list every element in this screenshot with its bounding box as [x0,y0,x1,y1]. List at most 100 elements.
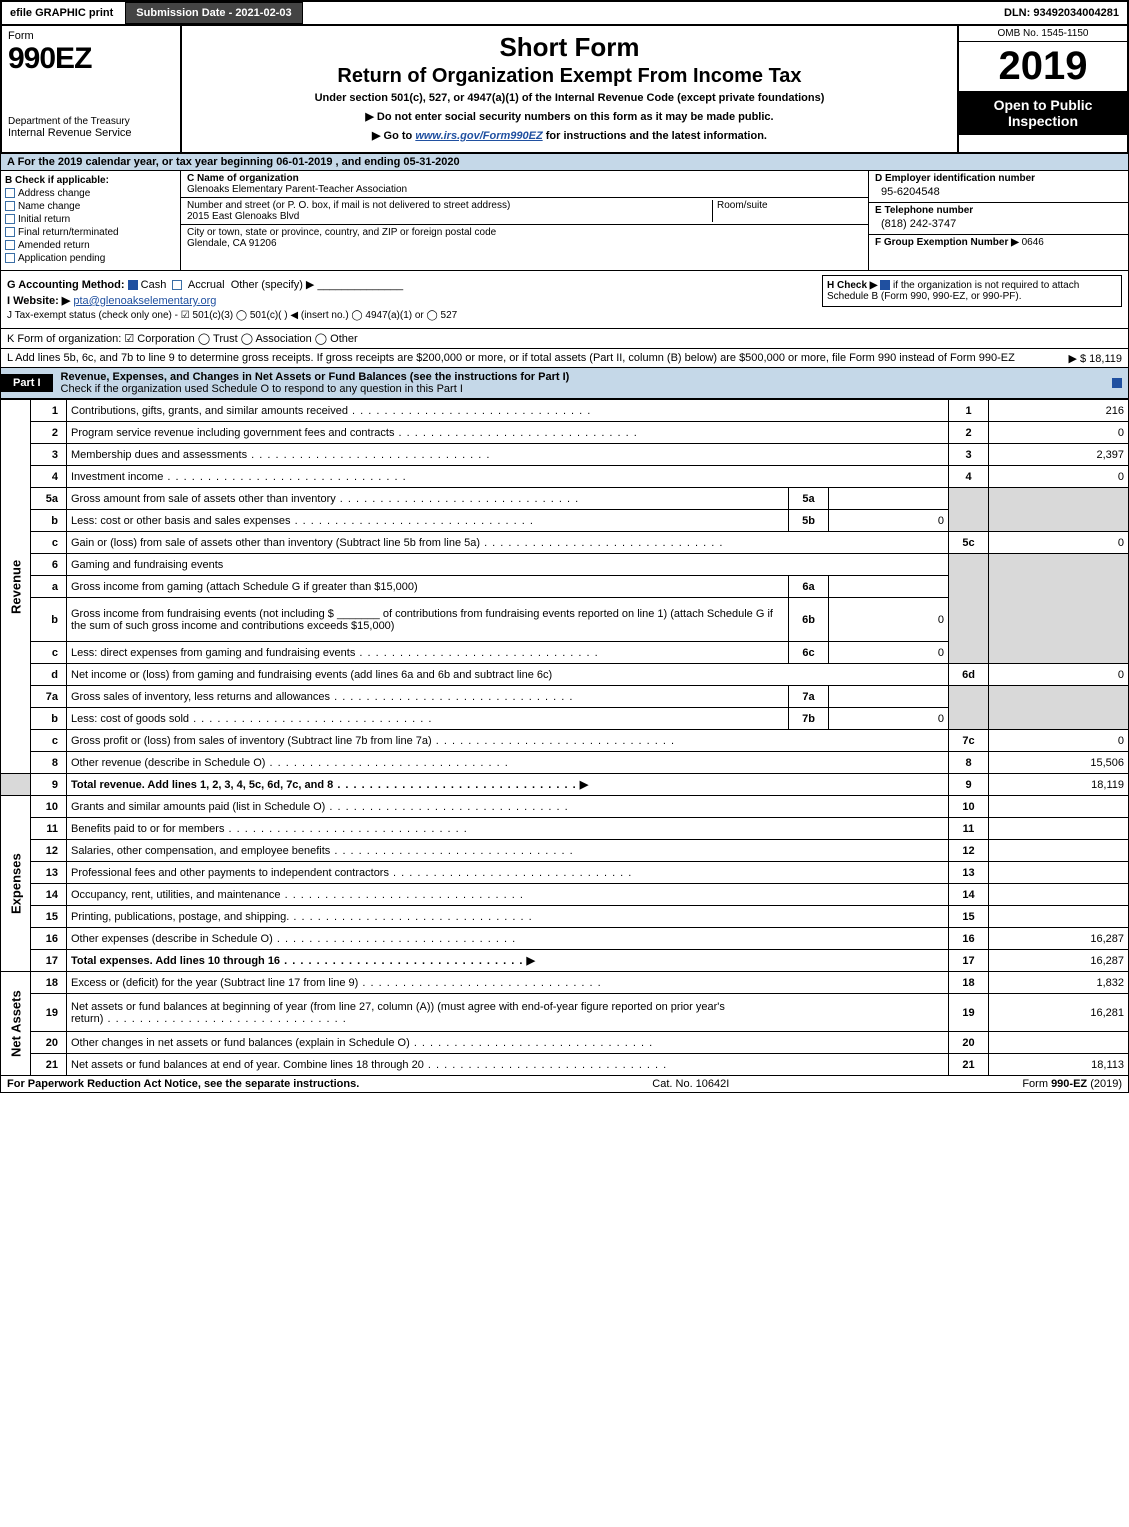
checkbox-filled-icon [1112,378,1122,388]
table-row: 13 Professional fees and other payments … [1,862,1129,884]
line-h-label: H Check ▶ [827,280,877,291]
line-h: H Check ▶ if the organization is not req… [822,275,1122,307]
lines-g-to-j: H Check ▶ if the organization is not req… [0,271,1129,329]
table-row: 3 Membership dues and assessments 3 2,39… [1,444,1129,466]
arrow-icon: ▶ [580,779,588,791]
row-num: 1 [31,400,67,422]
phone-value: (818) 242-3747 [875,216,1122,232]
cash-option: Cash [141,279,167,291]
table-row: 5a Gross amount from sale of assets othe… [1,488,1129,510]
line-k: K Form of organization: ☑ Corporation ◯ … [0,329,1129,349]
website-link[interactable]: pta@glenoakselementary.org [73,295,216,307]
accrual-option: Accrual [188,279,225,291]
line-g-label: G Accounting Method: [7,279,125,291]
check-address-change[interactable]: Address change [5,188,176,199]
part1-table: Revenue 1 Contributions, gifts, grants, … [0,399,1129,1076]
group-exempt-value: 0646 [1022,237,1044,248]
checkbox-icon [5,253,15,263]
check-initial-return[interactable]: Initial return [5,214,176,225]
form-word: Form [8,30,174,42]
room-suite-label: Room/suite [712,200,862,222]
footer-left: For Paperwork Reduction Act Notice, see … [7,1078,359,1090]
table-row: 16 Other expenses (describe in Schedule … [1,928,1129,950]
form-meta-block: OMB No. 1545-1150 2019 Open to Public In… [957,26,1127,152]
group-exempt-label: F Group Exemption Number ▶ [875,237,1019,248]
part1-title: Revenue, Expenses, and Changes in Net As… [61,368,1112,398]
footer-right: Form 990-EZ (2019) [1022,1078,1122,1090]
table-row: 17 Total expenses. Add lines 10 through … [1,950,1129,972]
line-l-amount: ▶ $ 18,119 [1068,352,1122,365]
line-l: L Add lines 5b, 6c, and 7b to line 9 to … [0,349,1129,368]
tax-year: 2019 [959,42,1127,91]
box-c: C Name of organization Glenoaks Elementa… [181,171,868,270]
ein-value: 95-6204548 [875,184,1122,200]
box-b: B Check if applicable: Address change Na… [1,171,181,270]
part1-tab: Part I [1,374,53,392]
address-label: Number and street (or P. O. box, if mail… [187,200,712,211]
city: Glendale, CA 91206 [187,238,862,249]
table-row: 4 Investment income 4 0 [1,466,1129,488]
part1-header: Part I Revenue, Expenses, and Changes in… [0,368,1129,399]
footer-mid: Cat. No. 10642I [359,1078,1022,1090]
row-val: 216 [989,400,1129,422]
check-application-pending[interactable]: Application pending [5,253,176,264]
table-row: Net Assets 18 Excess or (deficit) for th… [1,972,1129,994]
address: 2015 East Glenoaks Blvd [187,211,712,222]
ein-label: D Employer identification number [875,173,1122,184]
form-header: Form 990EZ Department of the Treasury In… [0,26,1129,154]
check-final-return[interactable]: Final return/terminated [5,227,176,238]
checkbox-icon [5,188,15,198]
line-i-label: I Website: ▶ [7,295,70,307]
table-row: 12 Salaries, other compensation, and emp… [1,840,1129,862]
checkbox-filled-icon [128,280,138,290]
checkbox-icon[interactable] [172,280,182,290]
table-row: Expenses 10 Grants and similar amounts p… [1,796,1129,818]
table-row: 21 Net assets or fund balances at end of… [1,1054,1129,1076]
form-id-block: Form 990EZ Department of the Treasury In… [2,26,182,152]
row-desc: Contributions, gifts, grants, and simila… [71,405,591,417]
table-row: 20 Other changes in net assets or fund b… [1,1032,1129,1054]
table-row: c Gain or (loss) from sale of assets oth… [1,532,1129,554]
table-row: 7a Gross sales of inventory, less return… [1,686,1129,708]
expenses-side-label: Expenses [1,796,31,972]
table-row: 11 Benefits paid to or for members 11 [1,818,1129,840]
check-name-change[interactable]: Name change [5,201,176,212]
check-amended-return[interactable]: Amended return [5,240,176,251]
org-name-label: C Name of organization [187,173,862,184]
omb-number: OMB No. 1545-1150 [959,26,1127,42]
checkbox-filled-icon [880,280,890,290]
arrow-icon: ▶ [527,955,535,967]
open-to-public: Open to Public Inspection [959,91,1127,135]
instruction-line-2: ▶ Go to www.irs.gov/Form990EZ for instru… [190,129,949,142]
org-name: Glenoaks Elementary Parent-Teacher Assoc… [187,184,862,195]
table-row: 9 Total revenue. Add lines 1, 2, 3, 4, 5… [1,774,1129,796]
other-option: Other (specify) ▶ [231,279,315,291]
checkbox-icon [5,227,15,237]
arrow2-post: for instructions and the latest informat… [546,130,767,142]
table-row: 19 Net assets or fund balances at beginn… [1,994,1129,1032]
revenue-side-label: Revenue [1,400,31,774]
top-bar: efile GRAPHIC print Submission Date - 20… [0,0,1129,26]
subtitle: Under section 501(c), 527, or 4947(a)(1)… [190,92,949,104]
table-row: 15 Printing, publications, postage, and … [1,906,1129,928]
row-ref: 1 [949,400,989,422]
table-row: c Gross profit or (loss) from sales of i… [1,730,1129,752]
form-title-block: Short Form Return of Organization Exempt… [182,26,957,152]
irs-link[interactable]: www.irs.gov/Form990EZ [415,130,542,142]
checkbox-icon [5,214,15,224]
checkbox-icon [5,240,15,250]
table-row: Revenue 1 Contributions, gifts, grants, … [1,400,1129,422]
table-row: 2 Program service revenue including gove… [1,422,1129,444]
part1-check-line: Check if the organization used Schedule … [61,383,463,395]
short-form-title: Short Form [190,32,949,63]
line-l-text: L Add lines 5b, 6c, and 7b to line 9 to … [7,352,1015,364]
period-row: A For the 2019 calendar year, or tax yea… [0,154,1129,171]
irs-label: Internal Revenue Service [8,127,174,139]
dln-label: DLN: 93492034004281 [996,3,1127,23]
arrow2-pre: ▶ Go to [372,130,415,142]
page-footer: For Paperwork Reduction Act Notice, see … [0,1076,1129,1093]
table-row: 8 Other revenue (describe in Schedule O)… [1,752,1129,774]
efile-label: efile GRAPHIC print [2,3,121,23]
box-def: D Employer identification number 95-6204… [868,171,1128,270]
submission-date-button[interactable]: Submission Date - 2021-02-03 [125,2,302,24]
